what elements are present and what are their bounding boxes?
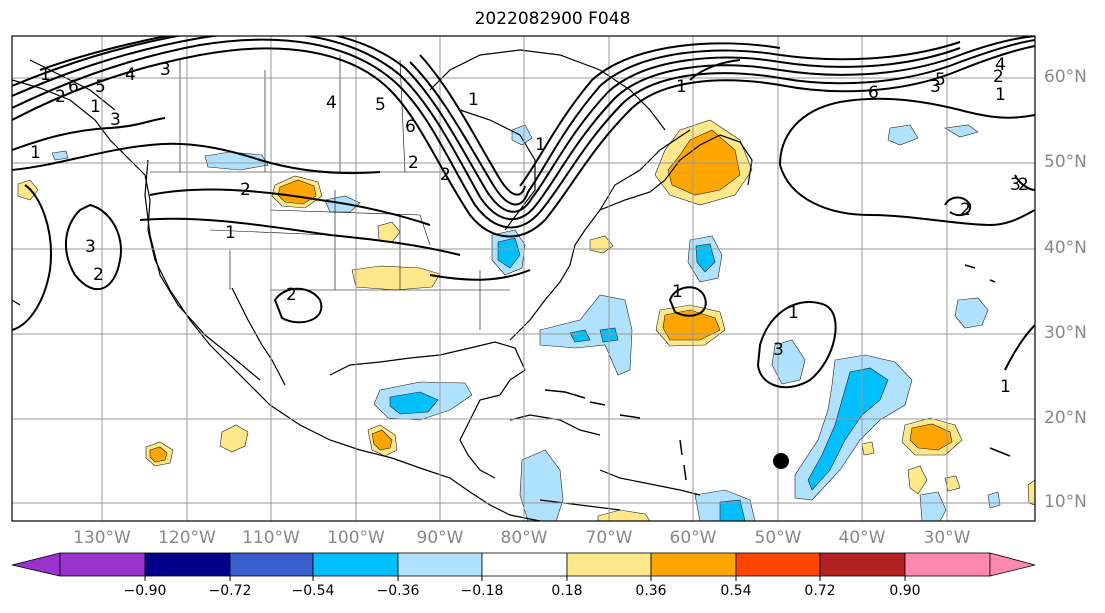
contour-label: 4	[995, 55, 1006, 75]
colorbar-segment	[650, 552, 737, 577]
contour-label: 2	[240, 180, 251, 200]
colorbar-segment	[819, 552, 906, 577]
colorbar-segment	[904, 552, 991, 577]
contour-label: 1	[535, 135, 546, 155]
contour-label: 5	[935, 70, 946, 90]
colorbar-tick-label: 0.54	[720, 583, 752, 599]
colorbar-tick-label: −0.54	[291, 583, 335, 599]
lon-label: 50°W	[754, 528, 802, 548]
graticule	[12, 36, 1035, 521]
contour-label: 1	[40, 65, 51, 85]
contour-label: 1	[468, 90, 479, 110]
lon-label: 120°W	[158, 528, 216, 548]
contour-label: 3	[773, 340, 784, 360]
map-frame	[11, 35, 1036, 522]
map-title: 2022082900 F048	[474, 9, 631, 29]
lat-label: 50°N	[1044, 152, 1087, 172]
contour-label: 5	[375, 95, 386, 115]
lon-label: 90°W	[416, 528, 464, 548]
contour-label: 3	[1010, 175, 1021, 195]
colorbar-segment	[312, 552, 399, 577]
contour-label: 1	[672, 282, 683, 302]
contour-label: 1	[995, 85, 1006, 105]
contour-label: 6	[405, 117, 416, 137]
contour-label: 1	[676, 77, 687, 97]
contour-label: 1	[30, 143, 41, 163]
lon-label: 130°W	[73, 528, 131, 548]
colorbar-tick-label: −0.72	[208, 583, 252, 599]
contour-label: 2	[408, 153, 419, 173]
colorbar-arrow-right	[989, 552, 1036, 577]
contour-label: 1	[788, 303, 799, 323]
colorbar-arrow-left	[11, 552, 61, 577]
contour-label: 2	[93, 265, 104, 285]
contour-label: 4	[125, 65, 136, 85]
colorbar-tick-label: 0.90	[889, 583, 921, 599]
colorbar-segment	[566, 552, 652, 577]
contour-label: 2	[1018, 175, 1029, 195]
lat-label: 60°N	[1044, 67, 1087, 87]
contour-label: 1	[225, 223, 236, 243]
colorbar-tick-label: 0.72	[804, 583, 836, 599]
height-contours	[12, 36, 1035, 389]
cool-anomaly-regions	[51, 124, 1001, 521]
contour-label: 3	[110, 110, 121, 130]
contour-label: 2	[440, 165, 451, 185]
contour-label: 2	[55, 87, 66, 107]
colorbar-tick-label: 0.18	[551, 583, 583, 599]
contour-label: 2	[993, 67, 1004, 87]
lon-label: 60°W	[669, 528, 717, 548]
contour-label: 3	[930, 77, 941, 97]
colorbar-tick-label: −0.18	[460, 583, 504, 599]
contour-label: 2	[960, 200, 971, 220]
storm-marker	[773, 453, 789, 469]
lon-label: 110°W	[242, 528, 300, 548]
colorbar-segment	[481, 552, 568, 577]
contour-label: 6	[868, 83, 879, 103]
contour-label: 3	[160, 60, 171, 80]
colorbar-tick-label: 0.36	[635, 583, 667, 599]
contour-label: 6	[68, 77, 79, 97]
colorbar-segment	[229, 552, 314, 577]
lat-label: 30°N	[1044, 323, 1087, 343]
lon-label: 30°W	[923, 528, 971, 548]
colorbar-segment	[59, 552, 146, 577]
colorbar	[11, 552, 1036, 581]
warm-anomaly-regions	[17, 119, 1035, 521]
lon-label: 100°W	[327, 528, 385, 548]
contour-label: 2	[286, 285, 297, 305]
contour-label-group: 1 2 3 4 5 6 1 2 3 4 5 6 1 2 3 1 2 3 4 5 …	[30, 55, 1029, 397]
colorbar-segment	[735, 552, 821, 577]
contour-label: 1	[90, 97, 101, 117]
colorbar-segment	[397, 552, 483, 577]
colorbar-tick-label: −0.36	[376, 583, 420, 599]
lat-label: 40°N	[1044, 238, 1087, 258]
lon-label: 40°W	[838, 528, 886, 548]
lat-label: 10°N	[1044, 492, 1087, 512]
lon-label: 70°W	[585, 528, 633, 548]
contour-label: 1	[1000, 377, 1011, 397]
colorbar-segment	[144, 552, 231, 577]
caribbean-islands	[544, 264, 1011, 481]
lon-label: 80°W	[500, 528, 548, 548]
contour-label: 5	[95, 77, 106, 97]
contour-label: 3	[85, 237, 96, 257]
colorbar-tick-label: −0.90	[123, 583, 167, 599]
contour-label: 4	[326, 93, 337, 113]
lat-label: 20°N	[1044, 408, 1087, 428]
